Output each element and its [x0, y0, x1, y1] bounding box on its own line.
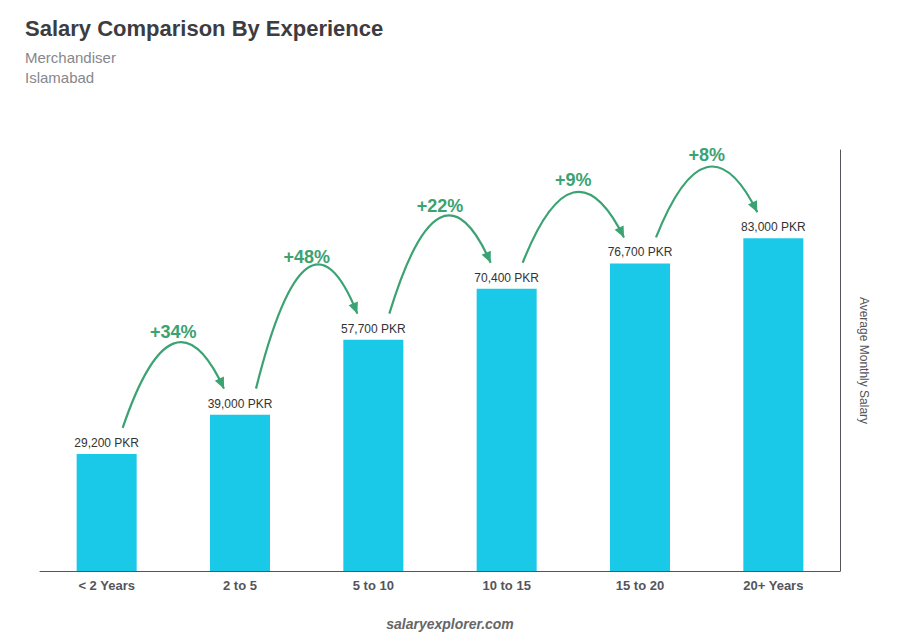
- svg-text:39,000 PKR: 39,000 PKR: [208, 397, 273, 411]
- svg-text:Average Monthly Salary: Average Monthly Salary: [857, 297, 871, 424]
- svg-text:10 to 15: 10 to 15: [482, 578, 530, 593]
- svg-text:< 2 Years: < 2 Years: [78, 578, 135, 593]
- svg-text:2 to 5: 2 to 5: [223, 578, 257, 593]
- svg-text:76,700 PKR: 76,700 PKR: [608, 245, 673, 259]
- svg-text:+34%: +34%: [150, 322, 197, 342]
- svg-text:Salary Comparison By Experienc: Salary Comparison By Experience: [25, 16, 383, 41]
- svg-text:70,400 PKR: 70,400 PKR: [474, 271, 539, 285]
- svg-text:15 to 20: 15 to 20: [616, 578, 664, 593]
- svg-text:29,200 PKR: 29,200 PKR: [74, 436, 139, 450]
- svg-text:5 to 10: 5 to 10: [353, 578, 394, 593]
- svg-text:+9%: +9%: [555, 170, 592, 190]
- svg-text:+48%: +48%: [283, 247, 330, 267]
- svg-text:20+ Years: 20+ Years: [743, 578, 803, 593]
- svg-text:+8%: +8%: [688, 145, 725, 165]
- svg-text:57,700 PKR: 57,700 PKR: [341, 322, 406, 336]
- svg-text:83,000 PKR: 83,000 PKR: [741, 220, 806, 234]
- svg-text:+22%: +22%: [417, 196, 464, 216]
- svg-text:salaryexplorer.com: salaryexplorer.com: [386, 616, 514, 632]
- svg-text:Islamabad: Islamabad: [25, 69, 94, 86]
- svg-text:Merchandiser: Merchandiser: [25, 49, 116, 66]
